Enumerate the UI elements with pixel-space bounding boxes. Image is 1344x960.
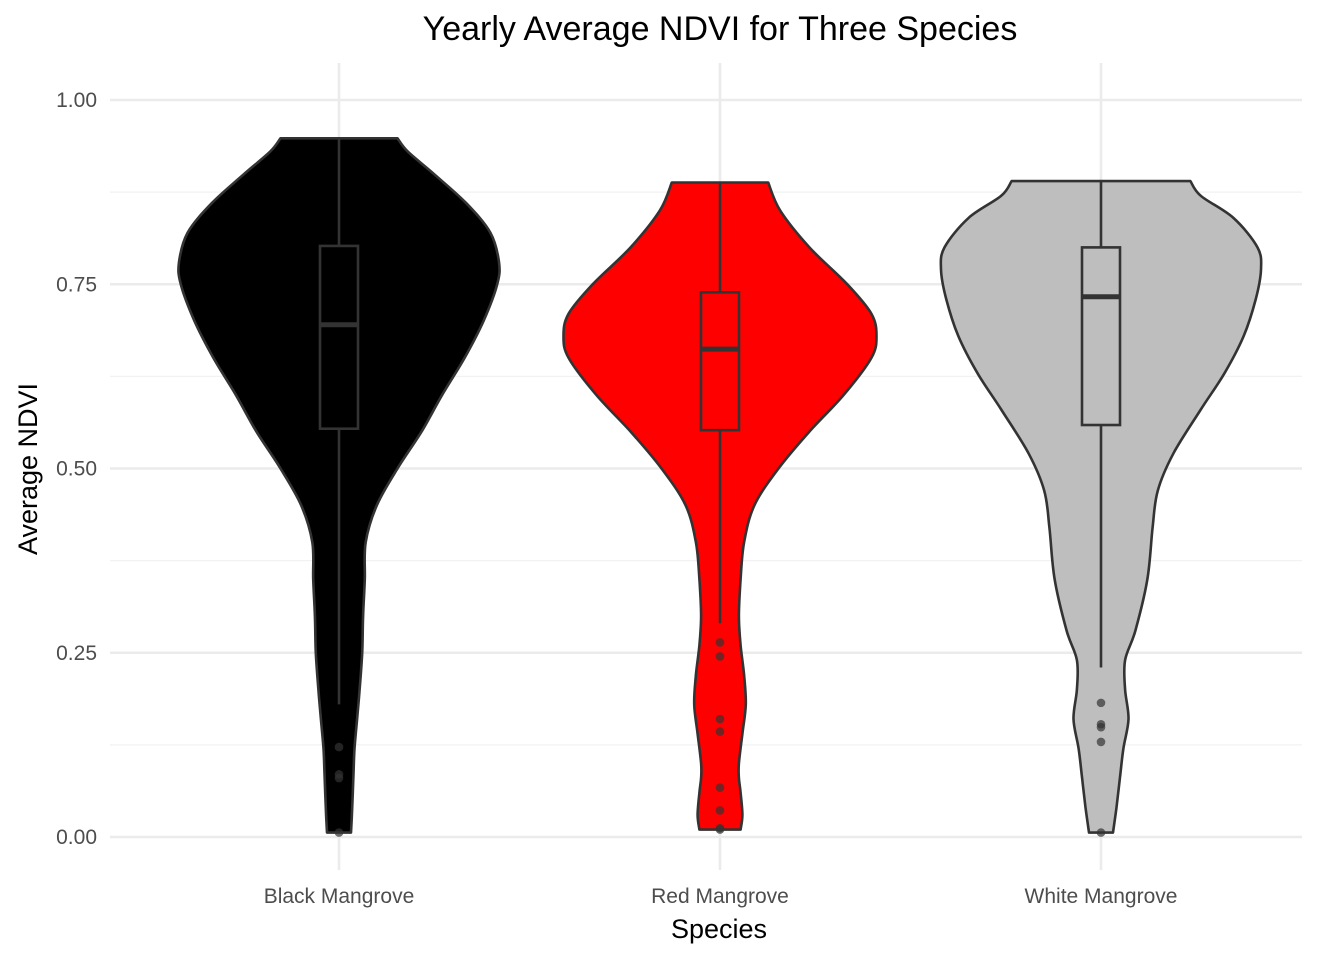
y-axis-ticks: 0.00 0.25 0.50 0.75 1.00	[56, 89, 97, 849]
x-tick-label: White Mangrove	[1025, 885, 1178, 908]
y-tick-label: 0.25	[56, 642, 97, 665]
outlier-point	[715, 638, 725, 647]
outlier-point	[715, 806, 725, 815]
outlier-point	[715, 727, 725, 736]
x-axis-title: Species	[671, 914, 767, 944]
outlier-point	[334, 773, 344, 783]
y-tick-label: 0.50	[56, 458, 97, 481]
x-tick-label: Red Mangrove	[651, 885, 789, 908]
box-iqr	[1080, 246, 1122, 427]
outlier-points	[334, 638, 1106, 837]
outlier-point	[715, 783, 725, 792]
outlier-point	[1096, 828, 1106, 837]
x-axis-ticks: Black Mangrove Red Mangrove White Mangrove	[264, 885, 1178, 908]
outlier-point	[1096, 737, 1106, 747]
outlier-point	[334, 742, 344, 752]
outlier-point	[715, 652, 725, 661]
box-iqr	[699, 291, 741, 432]
boxplots	[318, 138, 1122, 705]
x-tick-label: Black Mangrove	[264, 885, 415, 908]
outlier-point	[715, 825, 725, 834]
outlier-point	[1096, 722, 1106, 732]
y-tick-label: 1.00	[56, 89, 97, 112]
outlier-point	[334, 828, 344, 837]
outlier-point	[715, 714, 725, 724]
box-iqr	[318, 244, 360, 431]
y-axis-title: Average NDVI	[13, 383, 43, 555]
y-tick-label: 0.75	[56, 273, 97, 296]
outlier-point	[1096, 698, 1106, 708]
y-tick-label: 0.00	[56, 826, 97, 849]
chart-title: Yearly Average NDVI for Three Species	[423, 10, 1018, 48]
